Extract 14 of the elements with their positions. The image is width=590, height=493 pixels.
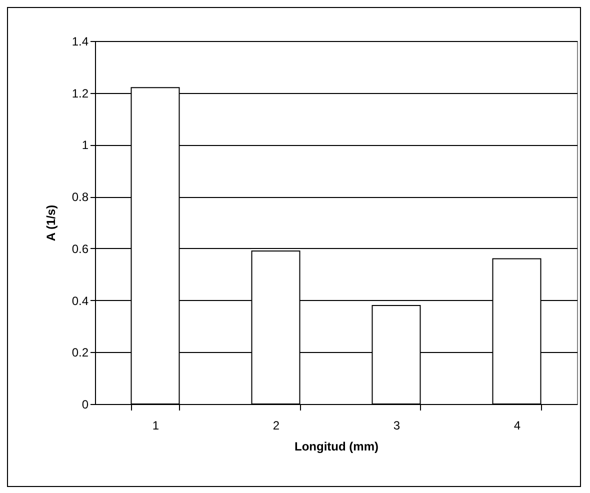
y-tick-label: 0: [82, 398, 89, 412]
y-tick-label: 1.2: [72, 86, 89, 100]
y-tick-label: 1.4: [72, 34, 89, 48]
y-tick-label: 0.4: [72, 294, 89, 308]
y-axis-title: A (1/s): [44, 204, 58, 242]
x-tick-label: 2: [272, 418, 280, 432]
y-tick-label: 0.2: [72, 346, 89, 360]
x-tick-label: 1: [152, 418, 160, 432]
x-axis-title: Longitud (mm): [294, 440, 378, 454]
x-tick-label: 3: [393, 418, 400, 432]
y-tick-label: 0.6: [72, 242, 89, 256]
y-tick-label: 0.8: [72, 190, 89, 204]
x-tick-label: 4: [514, 418, 521, 432]
y-tick-label: 1: [82, 138, 89, 152]
